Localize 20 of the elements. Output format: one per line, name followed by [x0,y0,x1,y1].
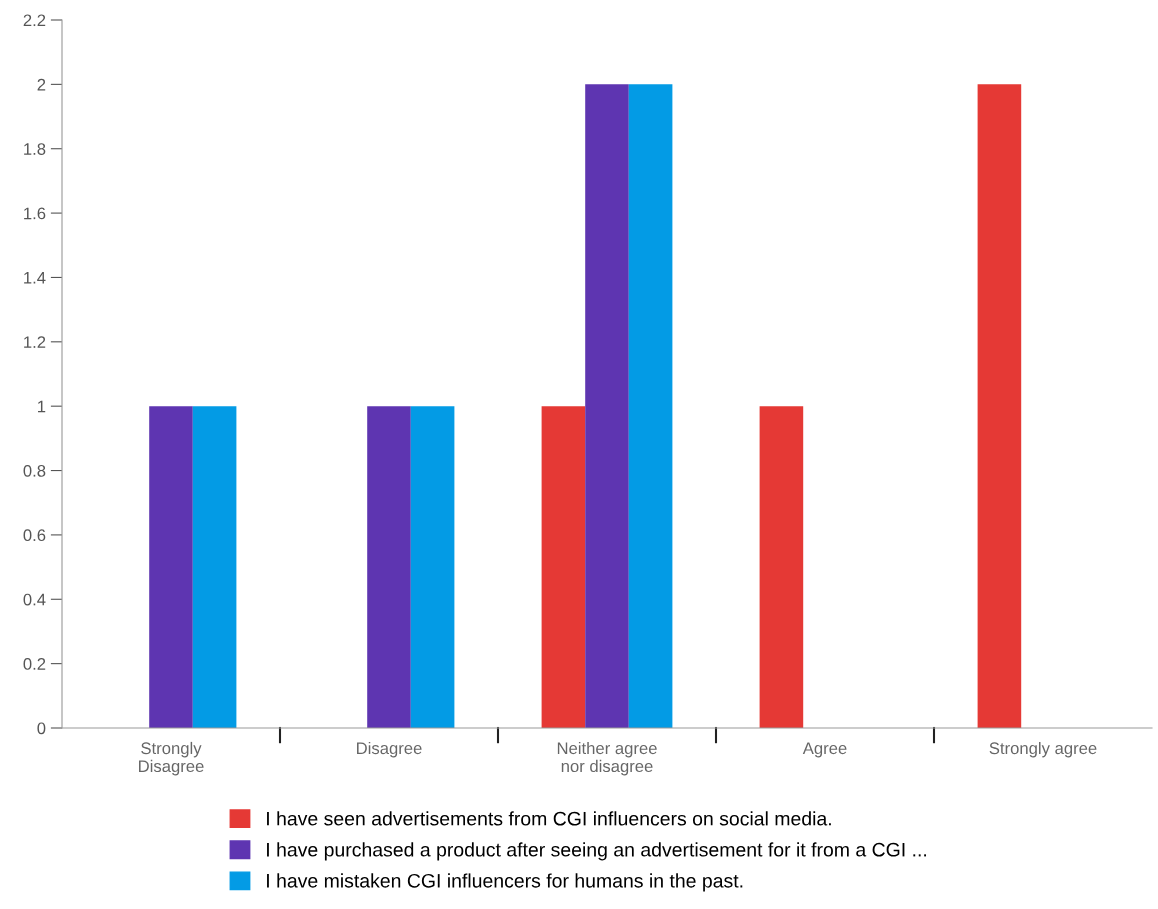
x-tick-label: Agree [802,742,847,758]
y-tick-label: 0 [37,722,46,735]
y-tick-label: 2.2 [23,14,46,27]
y-tick-label: 1 [38,400,46,413]
x-tick-label: Disagree [357,741,422,758]
y-tick-label: 0.8 [23,464,46,477]
legend-label: I have seen advertisements from CGI influencers on social media. [267,811,831,826]
y-tick-label: 1.4 [24,272,46,284]
legend-label: I have purchased a product after seeing an advertisement for it from a CGI ... [267,842,927,861]
y-tick-label: 1.8 [24,143,46,155]
legend-label: I have mistaken CGI influencers for humans in the past. [267,873,743,892]
y-tick-label: 1.2 [24,336,46,348]
x-tick-label: Strongly Disagree [139,741,204,776]
y-tick-label: 0.2 [23,658,46,670]
y-tick-label: 1.6 [24,207,46,220]
y-tick-label: 0.6 [23,529,46,542]
y-tick-label: 0.4 [23,593,46,606]
x-tick-label: Strongly agree [989,741,1097,758]
y-tick-label: 2 [37,78,46,91]
x-tick-label: Neither agree nor disagree [557,741,657,776]
